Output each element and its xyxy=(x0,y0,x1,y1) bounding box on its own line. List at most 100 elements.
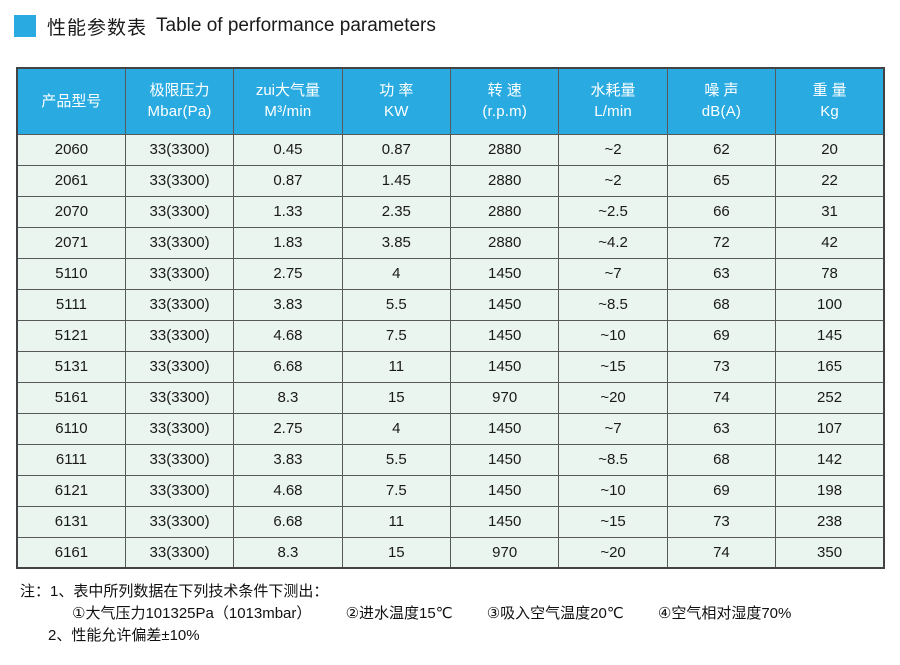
table-cell: 3.83 xyxy=(233,443,343,476)
table-row: 5131 33(3300) 6.68 11 1450 ~15 73 165 xyxy=(16,350,885,383)
table-cell: 15 xyxy=(341,381,452,414)
table-cell: ~2.5 xyxy=(558,195,668,228)
table-cell: 2061 xyxy=(16,164,126,197)
col-header-unit: KW xyxy=(384,103,409,121)
notes: 注：1、表中所列数据在下列技术条件下测出： ①大气压力101325Pa（1013… xyxy=(20,581,900,647)
table-cell: 33(3300) xyxy=(124,381,235,414)
table-cell: 1450 xyxy=(449,257,560,290)
table-cell: 74 xyxy=(666,536,777,569)
table-cell: 63 xyxy=(666,412,777,445)
table-cell: 1450 xyxy=(449,319,560,352)
table-cell: 65 xyxy=(666,164,777,197)
note-conditions: ①大气压力101325Pa（1013mbar） ②进水温度15℃ ③吸入空气温度… xyxy=(20,603,900,625)
table-cell: 33(3300) xyxy=(124,257,235,290)
col-header-unit: dB(A) xyxy=(701,103,742,121)
col-header-label: 功 率 xyxy=(379,82,414,100)
table-cell: 145 xyxy=(775,319,885,352)
page: 性能参数表 Table of performance parameters 产品… xyxy=(0,14,900,665)
table-cell: ~8.5 xyxy=(558,443,668,476)
table-header-row: 产品型号 极限压力 Mbar(Pa) zui大气量 M³/min 功 率 KW … xyxy=(16,67,885,135)
table-cell: 22 xyxy=(775,164,885,197)
table-row: 6131 33(3300) 6.68 11 1450 ~15 73 238 xyxy=(16,505,885,538)
table-cell: 33(3300) xyxy=(124,226,235,259)
table-cell: 7.5 xyxy=(341,319,452,352)
table-cell: ~7 xyxy=(558,412,668,445)
table-cell: 2071 xyxy=(16,226,126,259)
table-cell: 0.45 xyxy=(233,133,343,166)
table-cell: 78 xyxy=(775,257,885,290)
table-cell: 198 xyxy=(775,474,885,507)
table-cell: 33(3300) xyxy=(124,133,235,166)
col-header-unit: Kg xyxy=(820,103,839,121)
table-cell: ~20 xyxy=(558,381,668,414)
table-cell: 69 xyxy=(666,319,777,352)
table-cell: 252 xyxy=(775,381,885,414)
col-header-label: 水耗量 xyxy=(590,82,636,100)
table-cell: 3.83 xyxy=(233,288,343,321)
table-cell: 5131 xyxy=(16,350,126,383)
table-cell: 165 xyxy=(775,350,885,383)
col-header-product-model: 产品型号 xyxy=(16,67,126,135)
table-cell: 74 xyxy=(666,381,777,414)
table-cell: 6121 xyxy=(16,474,126,507)
table-cell: 1.33 xyxy=(233,195,343,228)
col-header-unit: L/min xyxy=(594,103,632,121)
table-cell: 5.5 xyxy=(341,443,452,476)
table-cell: 33(3300) xyxy=(124,195,235,228)
table-row: 2060 33(3300) 0.45 0.87 2880 ~2 62 20 xyxy=(16,133,885,166)
table-cell: 6161 xyxy=(16,536,126,569)
table-row: 6121 33(3300) 4.68 7.5 1450 ~10 69 198 xyxy=(16,474,885,507)
table-cell: 107 xyxy=(775,412,885,445)
table-cell: ~20 xyxy=(558,536,668,569)
table-body: 2060 33(3300) 0.45 0.87 2880 ~2 62 20 2061 33(330… xyxy=(16,133,885,569)
table-cell: 970 xyxy=(449,536,560,569)
table-cell: 238 xyxy=(775,505,885,538)
table-cell: 33(3300) xyxy=(124,505,235,538)
table-cell: 1.83 xyxy=(233,226,343,259)
table-cell: 350 xyxy=(775,536,885,569)
table-cell: 6.68 xyxy=(233,350,343,383)
table-cell: 0.87 xyxy=(233,164,343,197)
table-cell: 2.35 xyxy=(341,195,452,228)
table-row: 5121 33(3300) 4.68 7.5 1450 ~10 69 145 xyxy=(16,319,885,352)
table-cell: 2880 xyxy=(449,195,560,228)
table-cell: 1.45 xyxy=(341,164,452,197)
table-cell: 5.5 xyxy=(341,288,452,321)
table-cell: ~2 xyxy=(558,133,668,166)
table-cell: 5111 xyxy=(16,288,126,321)
table-row: 6161 33(3300) 8.3 15 970 ~20 74 350 xyxy=(16,536,885,569)
table-header: 产品型号 极限压力 Mbar(Pa) zui大气量 M³/min 功 率 KW … xyxy=(16,67,885,135)
table-row: 2071 33(3300) 1.83 3.85 2880 ~4.2 72 42 xyxy=(16,226,885,259)
table-cell: ~2 xyxy=(558,164,668,197)
table-cell: 15 xyxy=(341,536,452,569)
table-cell: 6111 xyxy=(16,443,126,476)
table-cell: 68 xyxy=(666,443,777,476)
table-row: 2070 33(3300) 1.33 2.35 2880 ~2.5 66 31 xyxy=(16,195,885,228)
col-header-label: 重 量 xyxy=(812,82,847,100)
col-header-unit: (r.p.m) xyxy=(482,103,528,121)
title-bullet-square-icon xyxy=(14,15,36,37)
table-cell: 5121 xyxy=(16,319,126,352)
col-header-power: 功 率 KW xyxy=(341,67,452,135)
table-cell: 11 xyxy=(341,350,452,383)
table-cell: ~8.5 xyxy=(558,288,668,321)
table-cell: 33(3300) xyxy=(124,288,235,321)
table-cell: 2880 xyxy=(449,226,560,259)
col-header-noise: 噪 声 dB(A) xyxy=(666,67,777,135)
table-cell: 1450 xyxy=(449,350,560,383)
note-condition-4: ④空气相对湿度70% xyxy=(657,605,792,622)
table-cell: 4 xyxy=(341,412,452,445)
table-cell: 2.75 xyxy=(233,257,343,290)
table-cell: 4.68 xyxy=(233,319,343,352)
table-row: 6110 33(3300) 2.75 4 1450 ~7 63 107 xyxy=(16,412,885,445)
table-cell: ~10 xyxy=(558,474,668,507)
table-cell: 6110 xyxy=(16,412,126,445)
col-header-water-consumption: 水耗量 L/min xyxy=(558,67,668,135)
table-cell: 33(3300) xyxy=(124,319,235,352)
page-title-zh: 性能参数表 xyxy=(47,17,148,39)
table-cell: ~10 xyxy=(558,319,668,352)
table-cell: 63 xyxy=(666,257,777,290)
table-cell: 33(3300) xyxy=(124,443,235,476)
table-cell: 33(3300) xyxy=(124,536,235,569)
table-cell: 72 xyxy=(666,226,777,259)
